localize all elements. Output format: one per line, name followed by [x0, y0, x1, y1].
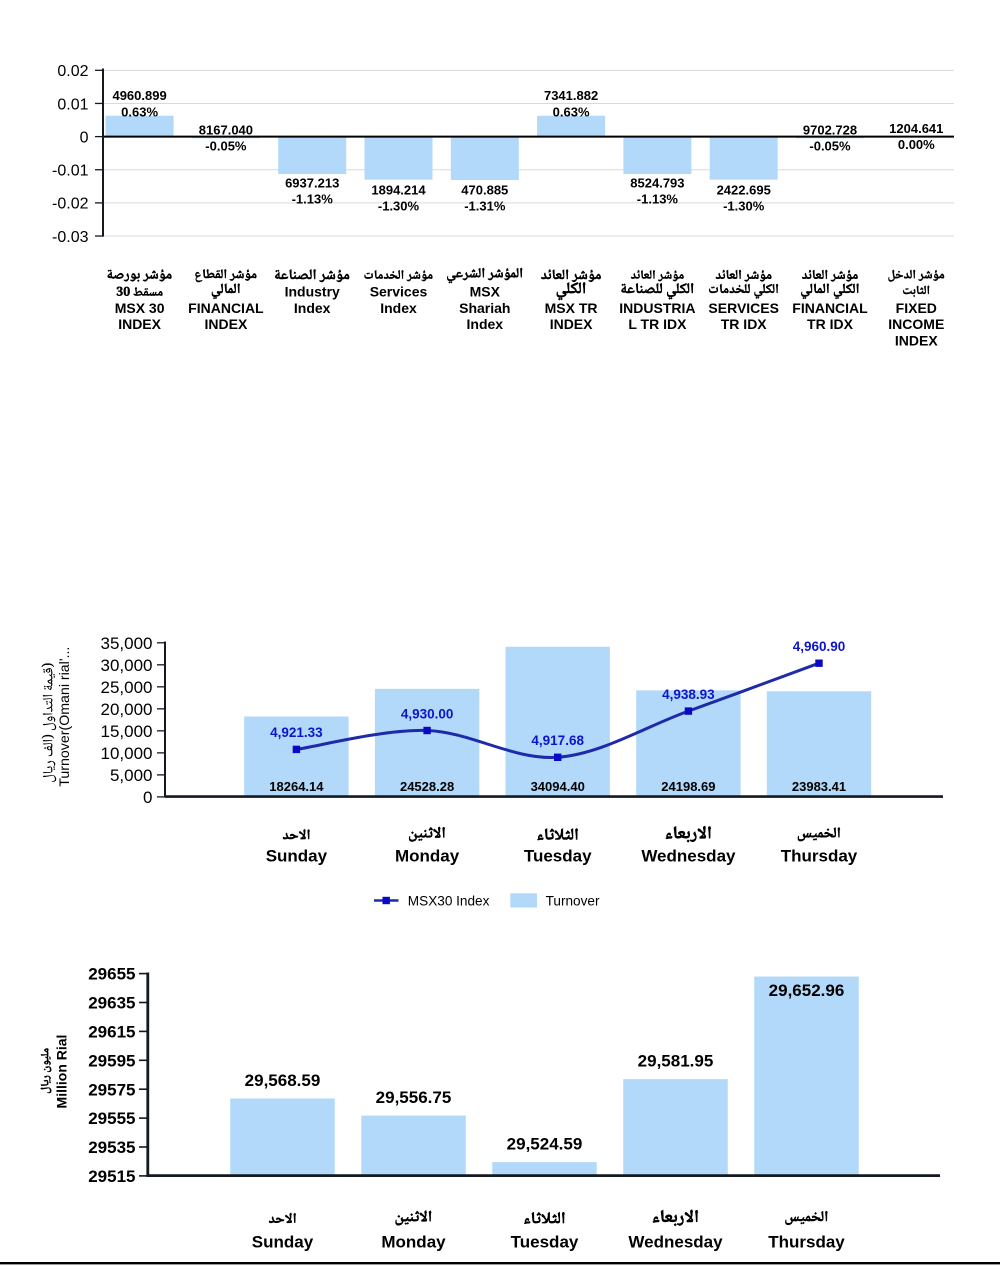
svg-text:INDEX: INDEX	[205, 316, 248, 332]
svg-text:10,000: 10,000	[101, 744, 153, 763]
svg-text:0: 0	[80, 129, 89, 146]
svg-text:4,921.33: 4,921.33	[270, 725, 323, 740]
svg-text:29515: 29515	[88, 1167, 135, 1186]
svg-text:Sunday: Sunday	[252, 1232, 314, 1251]
svg-text:30,000: 30,000	[101, 656, 153, 675]
svg-text:Index: Index	[467, 316, 504, 332]
svg-text:2422.695: 2422.695	[717, 183, 771, 198]
svg-text:Shariah: Shariah	[459, 300, 510, 316]
svg-text:-0.05%: -0.05%	[809, 139, 851, 154]
svg-text:6937.213: 6937.213	[285, 175, 339, 190]
svg-text:INDEX: INDEX	[895, 333, 938, 349]
svg-text:8524.793: 8524.793	[630, 175, 684, 190]
svg-text:4,930.00: 4,930.00	[401, 706, 454, 721]
svg-text:8167.040: 8167.040	[199, 122, 253, 137]
svg-text:-0.03: -0.03	[52, 229, 89, 246]
svg-text:470.885: 470.885	[461, 183, 508, 198]
svg-text:29575: 29575	[88, 1080, 135, 1099]
svg-text:Monday: Monday	[381, 1232, 446, 1251]
svg-text:34094.40: 34094.40	[531, 779, 585, 794]
svg-text:29,581.95: 29,581.95	[638, 1052, 714, 1071]
svg-text:Monday: Monday	[395, 846, 460, 865]
svg-text:MSX TR: MSX TR	[545, 300, 598, 316]
svg-text:INCOME: INCOME	[888, 316, 944, 332]
svg-text:29615: 29615	[88, 1023, 135, 1042]
svg-text:FIXED: FIXED	[896, 300, 937, 316]
svg-text:L TR IDX: L TR IDX	[628, 316, 687, 332]
svg-text:MSX 30: MSX 30	[115, 300, 165, 316]
svg-text:1894.214: 1894.214	[371, 183, 426, 198]
svg-text:Turnover(Omani rial'...: Turnover(Omani rial'...	[57, 647, 73, 787]
svg-text:SERVICES: SERVICES	[708, 300, 779, 316]
svg-text:24198.69: 24198.69	[661, 779, 715, 794]
svg-text:-1.30%: -1.30%	[723, 199, 765, 214]
svg-text:4960.899: 4960.899	[112, 88, 166, 103]
svg-text:29555: 29555	[88, 1109, 135, 1128]
svg-text:35,000: 35,000	[101, 634, 153, 653]
svg-text:Tuesday: Tuesday	[511, 1232, 579, 1251]
svg-text:23983.41: 23983.41	[792, 779, 846, 794]
svg-text:Turnover: Turnover	[546, 894, 600, 909]
svg-text:FINANCIAL: FINANCIAL	[792, 300, 868, 316]
svg-text:29655: 29655	[88, 965, 135, 984]
svg-text:29,652.96: 29,652.96	[769, 981, 845, 1000]
svg-text:INDEX: INDEX	[550, 316, 593, 332]
svg-text:29,524.59: 29,524.59	[507, 1134, 583, 1153]
svg-text:Services: Services	[370, 283, 428, 299]
svg-text:29595: 29595	[88, 1051, 135, 1070]
svg-text:25,000: 25,000	[101, 678, 153, 697]
svg-text:29535: 29535	[88, 1138, 135, 1157]
svg-text:18264.14: 18264.14	[269, 779, 324, 794]
svg-text:4,917.68: 4,917.68	[531, 733, 584, 748]
svg-text:9702.728: 9702.728	[803, 122, 857, 137]
svg-text:-1.31%: -1.31%	[464, 199, 506, 214]
svg-text:Thursday: Thursday	[768, 1232, 845, 1251]
svg-text:29,568.59: 29,568.59	[245, 1071, 321, 1090]
svg-text:Index: Index	[380, 300, 417, 316]
svg-text:Wednesday: Wednesday	[641, 846, 736, 865]
svg-text:29635: 29635	[88, 994, 135, 1013]
svg-text:Thursday: Thursday	[781, 846, 858, 865]
svg-text:FINANCIAL: FINANCIAL	[188, 300, 264, 316]
svg-text:-1.30%: -1.30%	[378, 199, 420, 214]
svg-text:-0.05%: -0.05%	[205, 139, 247, 154]
svg-text:Sunday: Sunday	[266, 846, 328, 865]
svg-text:Wednesday: Wednesday	[628, 1232, 723, 1251]
svg-text:0.02: 0.02	[57, 63, 88, 80]
svg-text:MSX: MSX	[470, 283, 501, 299]
svg-text:20,000: 20,000	[101, 700, 153, 719]
svg-text:-1.13%: -1.13%	[637, 191, 679, 206]
svg-text:1204.641: 1204.641	[889, 121, 943, 136]
svg-text:INDEX: INDEX	[118, 316, 161, 332]
svg-text:Million Rial: Million Rial	[53, 1035, 69, 1109]
svg-text:24528.28: 24528.28	[400, 779, 454, 794]
svg-text:Tuesday: Tuesday	[524, 846, 592, 865]
svg-text:-0.02: -0.02	[52, 196, 89, 213]
svg-text:4,938.93: 4,938.93	[662, 687, 715, 702]
svg-text:-1.13%: -1.13%	[292, 191, 334, 206]
svg-text:0.00%: 0.00%	[898, 137, 935, 152]
svg-text:Index: Index	[294, 300, 331, 316]
svg-text:4,960.90: 4,960.90	[793, 639, 846, 654]
svg-text:15,000: 15,000	[101, 722, 153, 741]
svg-text:TR IDX: TR IDX	[721, 316, 768, 332]
svg-text:MSX30 Index: MSX30 Index	[408, 894, 490, 909]
svg-text:5,000: 5,000	[110, 766, 153, 785]
svg-text:TR IDX: TR IDX	[807, 316, 854, 332]
svg-text:7341.882: 7341.882	[544, 88, 598, 103]
svg-text:0.01: 0.01	[57, 96, 88, 113]
svg-text:0.63%: 0.63%	[121, 105, 158, 120]
svg-text:Industry: Industry	[285, 283, 340, 299]
svg-text:-0.01: -0.01	[52, 163, 89, 180]
svg-text:0: 0	[143, 788, 152, 807]
svg-text:0.63%: 0.63%	[553, 105, 590, 120]
svg-text:29,556.75: 29,556.75	[376, 1088, 452, 1107]
svg-text:INDUSTRIA: INDUSTRIA	[619, 300, 695, 316]
